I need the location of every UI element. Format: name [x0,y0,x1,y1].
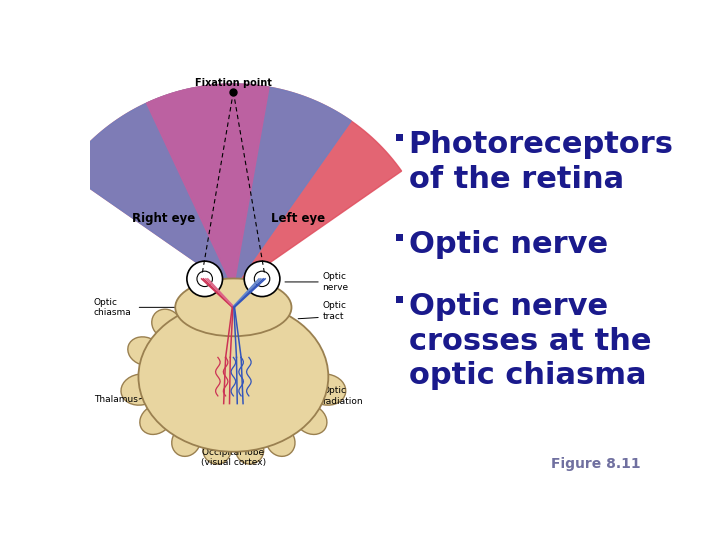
Ellipse shape [175,279,292,336]
Ellipse shape [172,426,200,456]
Polygon shape [147,84,269,288]
Circle shape [197,271,212,287]
Circle shape [244,261,280,296]
Ellipse shape [294,404,327,435]
Polygon shape [65,84,402,288]
Text: Figure 8.11: Figure 8.11 [551,457,640,471]
Polygon shape [65,84,351,288]
Circle shape [187,261,222,296]
Ellipse shape [138,301,328,452]
Bar [396,134,403,141]
Ellipse shape [266,426,295,456]
Ellipse shape [152,309,181,339]
Bar [396,234,403,241]
Ellipse shape [203,436,231,464]
Ellipse shape [307,374,346,405]
Circle shape [254,271,270,287]
Ellipse shape [121,374,160,405]
Text: Left eye: Left eye [271,212,325,225]
Text: Optic nerve: Optic nerve [408,231,608,259]
Text: Optic nerve
crosses at the
optic chiasma: Optic nerve crosses at the optic chiasma [408,292,651,390]
Text: Optic
nerve: Optic nerve [323,272,348,292]
Text: Right eye: Right eye [132,212,195,225]
Ellipse shape [128,337,161,366]
Text: Optic
tract: Optic tract [323,301,346,321]
Text: Fixation point: Fixation point [195,78,272,88]
Text: Optic
chiasma: Optic chiasma [94,298,132,317]
Text: Optic
radiation: Optic radiation [323,386,363,406]
Text: Photoreceptors
of the retina: Photoreceptors of the retina [408,130,673,194]
Ellipse shape [178,295,209,323]
Text: Occipital lobe
(visual cortex): Occipital lobe (visual cortex) [201,448,266,467]
Ellipse shape [140,404,172,435]
Bar [396,296,403,303]
Text: Thalamus: Thalamus [94,395,138,404]
Ellipse shape [236,436,264,464]
